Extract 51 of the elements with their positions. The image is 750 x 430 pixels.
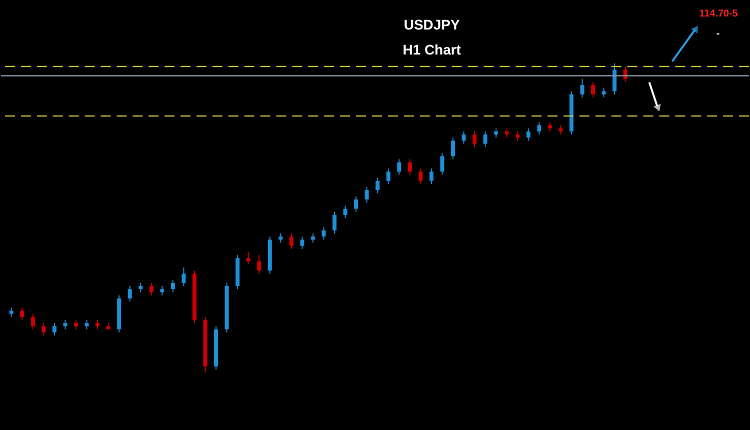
candlestick — [63, 320, 68, 330]
text: 114.70-5 — [699, 8, 738, 20]
text: - — [716, 28, 720, 40]
candlestick — [472, 130, 477, 148]
candlestick — [504, 128, 509, 138]
candlestick — [429, 168, 434, 184]
candlestick — [20, 307, 24, 321]
candlestick — [558, 124, 563, 136]
candlestick — [418, 168, 423, 184]
candlestick — [450, 137, 455, 160]
candlestick — [602, 88, 606, 98]
candlestick — [310, 232, 315, 244]
candlestick — [332, 211, 336, 234]
candlestick — [74, 320, 78, 330]
candlestick — [537, 122, 542, 136]
candlestick — [182, 266, 186, 287]
chart-subtitle: H1 Chart — [402, 41, 462, 58]
candlestick — [580, 78, 584, 98]
candlestick — [289, 232, 294, 250]
candlestick — [516, 130, 520, 142]
candlestick — [42, 322, 46, 336]
candlestick — [138, 282, 143, 293]
candlestick — [149, 282, 154, 296]
candlestick — [483, 130, 488, 148]
candlestick — [278, 232, 283, 244]
candlestick — [300, 236, 304, 250]
candlestick — [170, 279, 175, 293]
candlestick — [343, 205, 348, 218]
candlestick — [440, 152, 444, 176]
chart-title: USDJPY — [404, 16, 460, 32]
candlestick — [612, 62, 617, 95]
candlestick — [257, 254, 262, 274]
candlestick — [96, 320, 100, 330]
candlestick — [591, 81, 595, 98]
candlestick — [30, 313, 35, 330]
candlestick — [160, 286, 164, 296]
candlestick — [408, 158, 412, 176]
candlestick — [354, 196, 358, 212]
candlestick — [494, 128, 498, 138]
candlestick — [246, 252, 250, 265]
candlestick — [397, 158, 402, 176]
candlestick — [376, 177, 380, 194]
candlestick — [386, 168, 390, 184]
candlestick — [52, 322, 56, 336]
candlestick — [322, 226, 326, 240]
candlestick — [84, 320, 89, 330]
candlestick — [9, 307, 14, 318]
candlestick — [548, 122, 552, 132]
candlestick — [526, 128, 530, 142]
candlestick — [128, 286, 132, 302]
candlestick — [364, 186, 369, 204]
